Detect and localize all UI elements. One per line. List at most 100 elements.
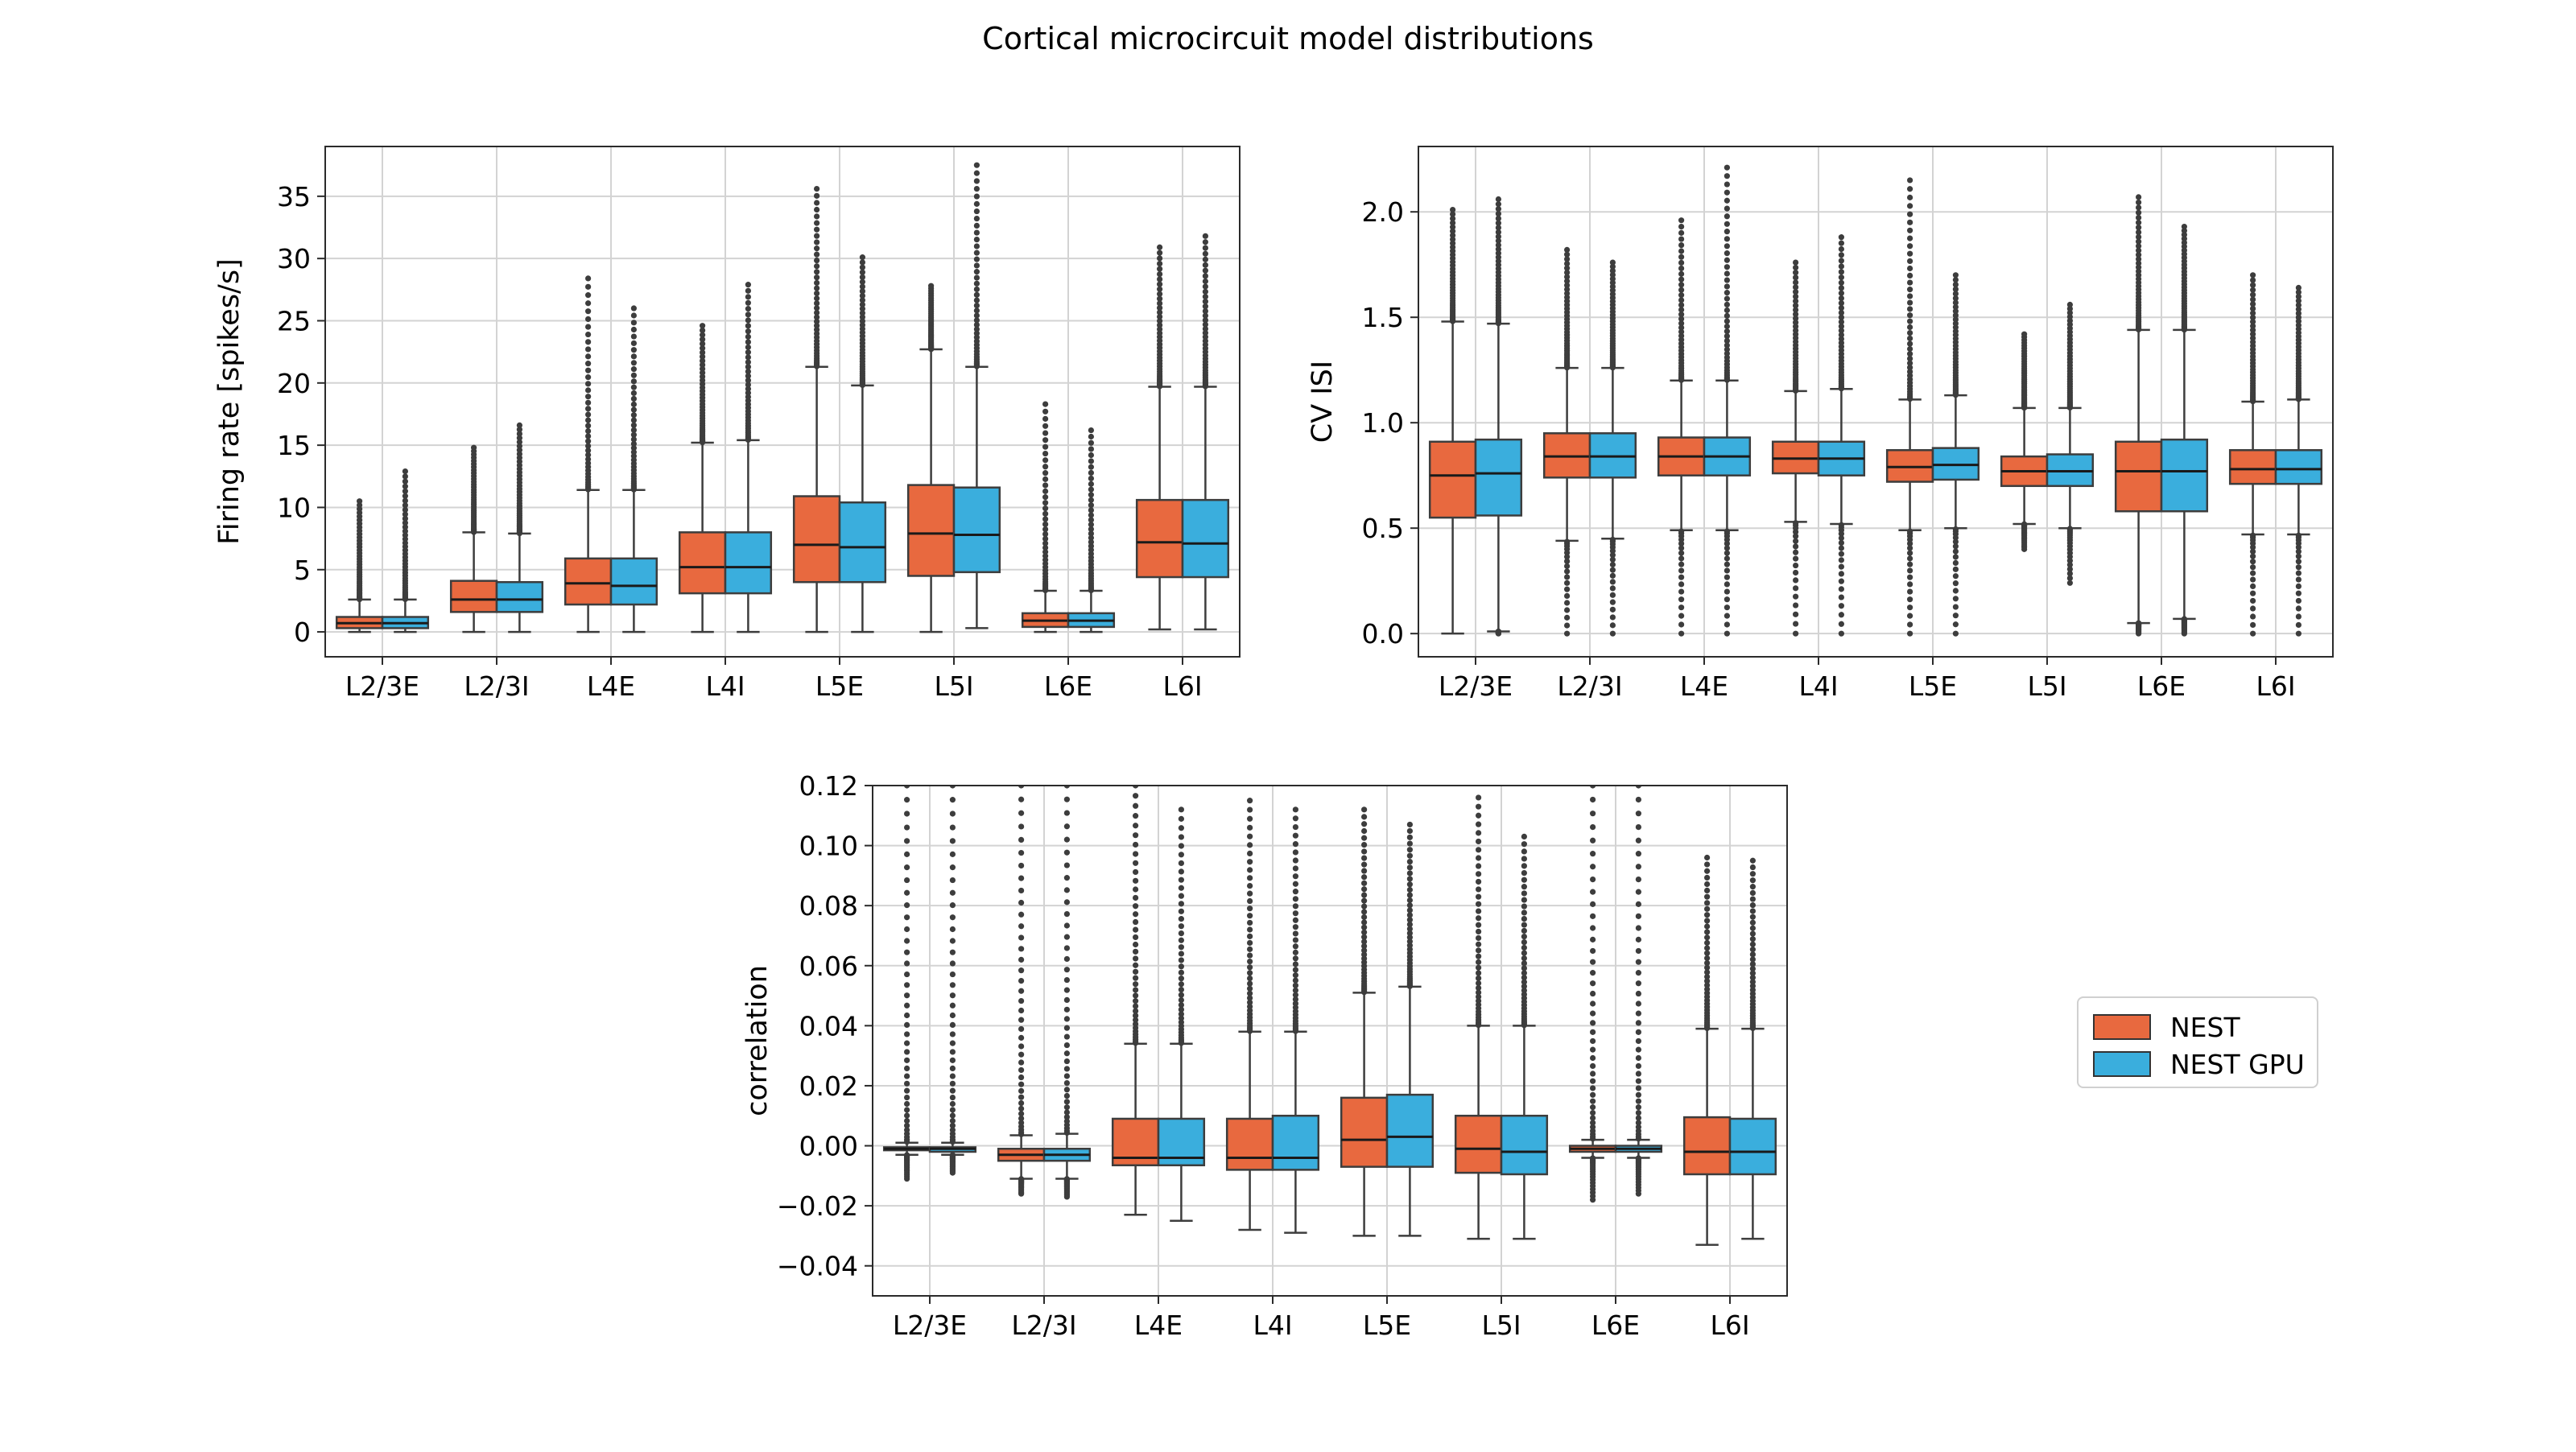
outlier-point: [1157, 255, 1163, 262]
y-tick-label: 20: [277, 368, 311, 399]
outlier-point: [1590, 980, 1596, 987]
x-tick-label: L2/3E: [345, 670, 419, 702]
outlier-point: [2181, 630, 2187, 637]
outlier-point: [2136, 209, 2142, 216]
outlier-point: [1749, 901, 1756, 909]
box-nest: [449, 580, 498, 613]
outlier-point: [1952, 580, 1959, 587]
outlier-point: [1063, 1118, 1070, 1124]
outlier-point: [1018, 1007, 1025, 1014]
outlier-point: [1590, 1070, 1596, 1077]
outlier-point: [1495, 254, 1501, 261]
outlier-point: [1361, 929, 1368, 935]
outlier-point: [949, 797, 956, 803]
outlier-point: [973, 312, 980, 319]
outlier-point: [1838, 630, 1844, 637]
outlier-point: [1838, 309, 1844, 316]
outlier-point: [814, 220, 820, 226]
outlier-point: [859, 310, 865, 316]
outlier-point: [1724, 283, 1730, 290]
outlier-point: [814, 251, 820, 258]
outlier-point: [949, 1087, 956, 1094]
outlier-point: [1063, 910, 1070, 918]
outlier-point: [1724, 243, 1730, 250]
outlier-point: [904, 1117, 910, 1124]
outlier-point: [1749, 930, 1756, 937]
outlier-point: [585, 361, 592, 367]
outlier-point: [1678, 630, 1685, 637]
outlier-point: [1063, 967, 1070, 973]
outlier-point: [1247, 882, 1253, 889]
outlier-point: [1704, 945, 1711, 951]
outlier-point: [516, 431, 523, 437]
outlier-point: [1704, 986, 1711, 992]
outlier-point: [1133, 832, 1139, 839]
outlier-point: [1952, 316, 1959, 323]
outlier-point: [1838, 319, 1844, 325]
outlier-point: [745, 294, 752, 300]
outlier-point: [1247, 970, 1253, 976]
outlier-point: [1088, 512, 1094, 518]
outlier-point: [1361, 814, 1368, 820]
outlier-point: [1838, 314, 1844, 320]
outlier-point: [1838, 328, 1844, 334]
outlier-point: [1292, 815, 1298, 822]
outlier-point: [814, 279, 820, 287]
outlier-point: [1678, 555, 1685, 562]
outlier-point: [949, 1112, 956, 1119]
outlier-point: [1521, 950, 1527, 956]
outlier-point: [1704, 905, 1711, 912]
outlier-point: [1609, 614, 1616, 621]
outlier-point: [1063, 1016, 1070, 1022]
y-tick-label: 0.12: [799, 770, 858, 802]
outlier-point: [2250, 613, 2256, 620]
outlier-point: [1202, 334, 1208, 340]
outlier-point: [402, 473, 408, 480]
outlier-point: [1838, 279, 1844, 286]
axes-frame: [324, 146, 1241, 658]
outlier-point: [1063, 1092, 1070, 1099]
outlier-point: [1157, 260, 1163, 267]
outlier-point: [1157, 309, 1163, 316]
outlier-point: [1157, 300, 1163, 307]
outlier-point: [1042, 430, 1049, 436]
outlier-point: [1063, 823, 1070, 830]
outlier-point: [2250, 291, 2256, 298]
box-nest-gpu: [609, 557, 658, 606]
outlier-point: [1521, 903, 1527, 910]
outlier-point: [1952, 277, 1959, 283]
axes-frame: [1418, 146, 2334, 658]
outlier-point: [1178, 1015, 1184, 1021]
outlier-point: [585, 374, 592, 381]
outlier-point: [1495, 206, 1501, 212]
outlier-point: [1704, 929, 1711, 935]
outlier-point: [1133, 886, 1139, 893]
outlier-point: [630, 440, 638, 447]
outlier-point: [1907, 203, 1913, 209]
outlier-point: [1521, 915, 1527, 922]
outlier-point: [949, 1021, 956, 1029]
outlier-point: [1793, 549, 1799, 555]
outlier-point: [1450, 228, 1456, 234]
outlier-point: [1361, 951, 1368, 958]
outlier-point: [1247, 952, 1253, 959]
outlier-point: [1749, 857, 1756, 864]
outlier-point: [1635, 1115, 1641, 1121]
outlier-point: [1361, 880, 1368, 886]
outlier-point: [1907, 287, 1913, 293]
outlier-point: [1202, 233, 1208, 239]
outlier-point: [1749, 970, 1756, 976]
outlier-point: [1178, 951, 1184, 957]
outlier-point: [1590, 1037, 1596, 1045]
outlier-point: [2136, 220, 2142, 226]
y-tick-label: 35: [277, 181, 311, 212]
outlier-point: [1292, 849, 1298, 856]
outlier-point: [1063, 934, 1070, 940]
outlier-point: [1521, 833, 1527, 839]
outlier-point: [2295, 605, 2301, 612]
y-tick-label: 1.5: [1362, 302, 1404, 333]
box-nest-gpu: [495, 580, 544, 613]
outlier-point: [1590, 1054, 1596, 1062]
outlier-point: [1907, 312, 1913, 319]
outlier-point: [1063, 899, 1070, 905]
